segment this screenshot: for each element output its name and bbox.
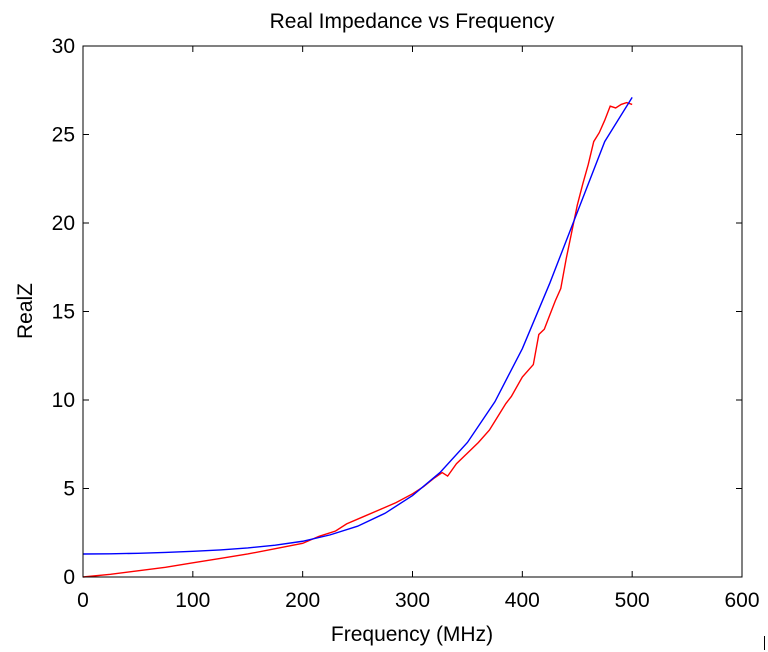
y-tick-label: 0 bbox=[63, 566, 75, 589]
cursor-mark bbox=[764, 636, 765, 650]
axis-tick-labels: 0 100 200 300 400 500 600 0 5 10 15 20 25 30 bbox=[52, 35, 760, 612]
measured-series-line bbox=[82, 101, 633, 578]
y-tick-label: 10 bbox=[52, 389, 75, 412]
x-tick-label: 500 bbox=[615, 589, 650, 612]
plot-frame bbox=[82, 45, 743, 578]
x-tick-label: 0 bbox=[77, 589, 89, 612]
x-tick-label: 200 bbox=[285, 589, 320, 612]
y-tick-label: 5 bbox=[63, 478, 75, 501]
y-tick-label: 25 bbox=[52, 124, 75, 147]
y-axis-title: RealZ bbox=[14, 283, 37, 339]
x-tick-label: 400 bbox=[505, 589, 540, 612]
x-tick-label: 100 bbox=[175, 589, 210, 612]
axis-ticks bbox=[82, 45, 743, 578]
x-tick-label: 300 bbox=[395, 589, 430, 612]
series-group bbox=[82, 96, 633, 578]
y-tick-label: 30 bbox=[52, 35, 75, 58]
x-tick-label: 600 bbox=[724, 589, 759, 612]
x-axis-title: Frequency (MHz) bbox=[331, 623, 493, 646]
fitted-series-line bbox=[82, 96, 633, 555]
y-tick-label: 15 bbox=[52, 301, 75, 324]
y-tick-label: 20 bbox=[52, 212, 75, 235]
chart-title: Real Impedance vs Frequency bbox=[270, 10, 555, 33]
